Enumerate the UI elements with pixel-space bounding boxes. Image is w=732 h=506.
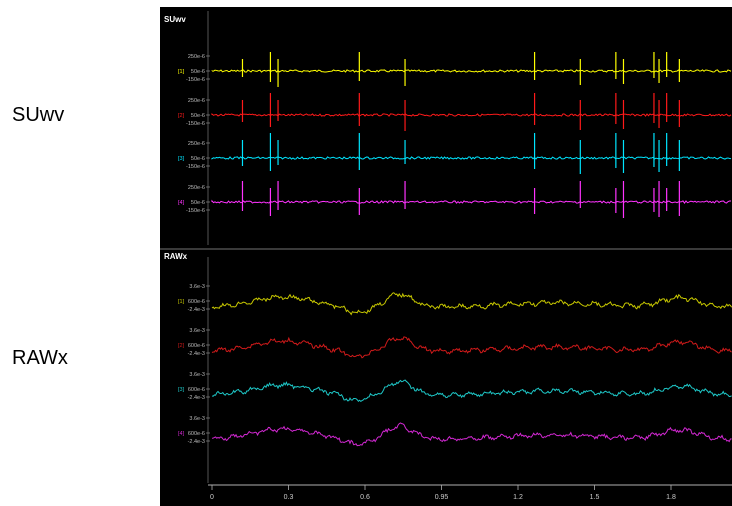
raw-channel-id: [1] — [178, 299, 185, 305]
raw-tick-mid: 600e-6 — [188, 343, 205, 349]
su-channel-id: [1] — [178, 69, 185, 75]
side-label-suwv: SUwv — [12, 104, 65, 126]
su-tick-low: -150e-6 — [186, 121, 205, 127]
raw-channel-id: [2] — [178, 343, 185, 349]
time-axis-label: 0.3 — [284, 494, 294, 501]
su-tick-low: -150e-6 — [186, 164, 205, 170]
top-panel-title: SUwv — [164, 15, 186, 24]
raw-channel-id: [3] — [178, 387, 185, 393]
raw-tick-high: 3.6e-3 — [189, 284, 205, 290]
su-trace — [211, 69, 732, 73]
su-tick-mid: 50e-6 — [191, 156, 205, 162]
raw-tick-high: 3.6e-3 — [189, 328, 205, 334]
su-channel-id: [4] — [178, 200, 185, 206]
time-axis-label: 1.8 — [666, 494, 676, 501]
time-axis-label: 0.6 — [360, 494, 370, 501]
raw-trace — [211, 292, 732, 316]
raw-tick-low: -2.4e-3 — [188, 351, 205, 357]
raw-channel-id: [4] — [178, 431, 185, 437]
su-tick-mid: 50e-6 — [191, 69, 205, 75]
su-channel-id: [2] — [178, 113, 185, 119]
raw-tick-low: -2.4e-3 — [188, 307, 205, 313]
raw-trace — [211, 336, 732, 359]
su-trace — [211, 156, 732, 160]
raw-tick-mid: 600e-6 — [188, 431, 205, 437]
su-trace — [211, 112, 732, 117]
su-trace — [211, 199, 732, 204]
su-tick-low: -150e-6 — [186, 77, 205, 83]
time-axis-label: 0.95 — [435, 494, 449, 501]
time-axis-label: 1.2 — [513, 494, 523, 501]
su-tick-low: -150e-6 — [186, 208, 205, 214]
raw-trace — [211, 379, 732, 403]
time-axis-label: 1.5 — [590, 494, 600, 501]
su-tick-mid: 50e-6 — [191, 113, 205, 119]
su-tick-high: 250e-6 — [188, 185, 205, 191]
su-channel-id: [3] — [178, 156, 185, 162]
raw-tick-mid: 600e-6 — [188, 387, 205, 393]
su-tick-high: 250e-6 — [188, 54, 205, 60]
time-axis-label: 0 — [210, 494, 214, 501]
raw-tick-high: 3.6e-3 — [189, 372, 205, 378]
raw-tick-mid: 600e-6 — [188, 299, 205, 305]
raw-tick-high: 3.6e-3 — [189, 416, 205, 422]
bottom-panel-title: RAWx — [164, 252, 188, 261]
signal-viewer[interactable]: SUwv RAWx 250e-6 [1] 50e-6 -150e-6 250e-6 [2] 50… — [160, 7, 732, 506]
signal-plot[interactable]: SUwv RAWx 250e-6 [1] 50e-6 -150e-6 250e-6 [2] 50… — [160, 7, 732, 506]
side-label-rawx: RAWx — [12, 347, 68, 369]
raw-tick-low: -2.4e-3 — [188, 395, 205, 401]
su-tick-high: 250e-6 — [188, 141, 205, 147]
raw-trace — [211, 422, 732, 447]
raw-tick-low: -2.4e-3 — [188, 439, 205, 445]
su-tick-high: 250e-6 — [188, 98, 205, 104]
su-tick-mid: 50e-6 — [191, 200, 205, 206]
